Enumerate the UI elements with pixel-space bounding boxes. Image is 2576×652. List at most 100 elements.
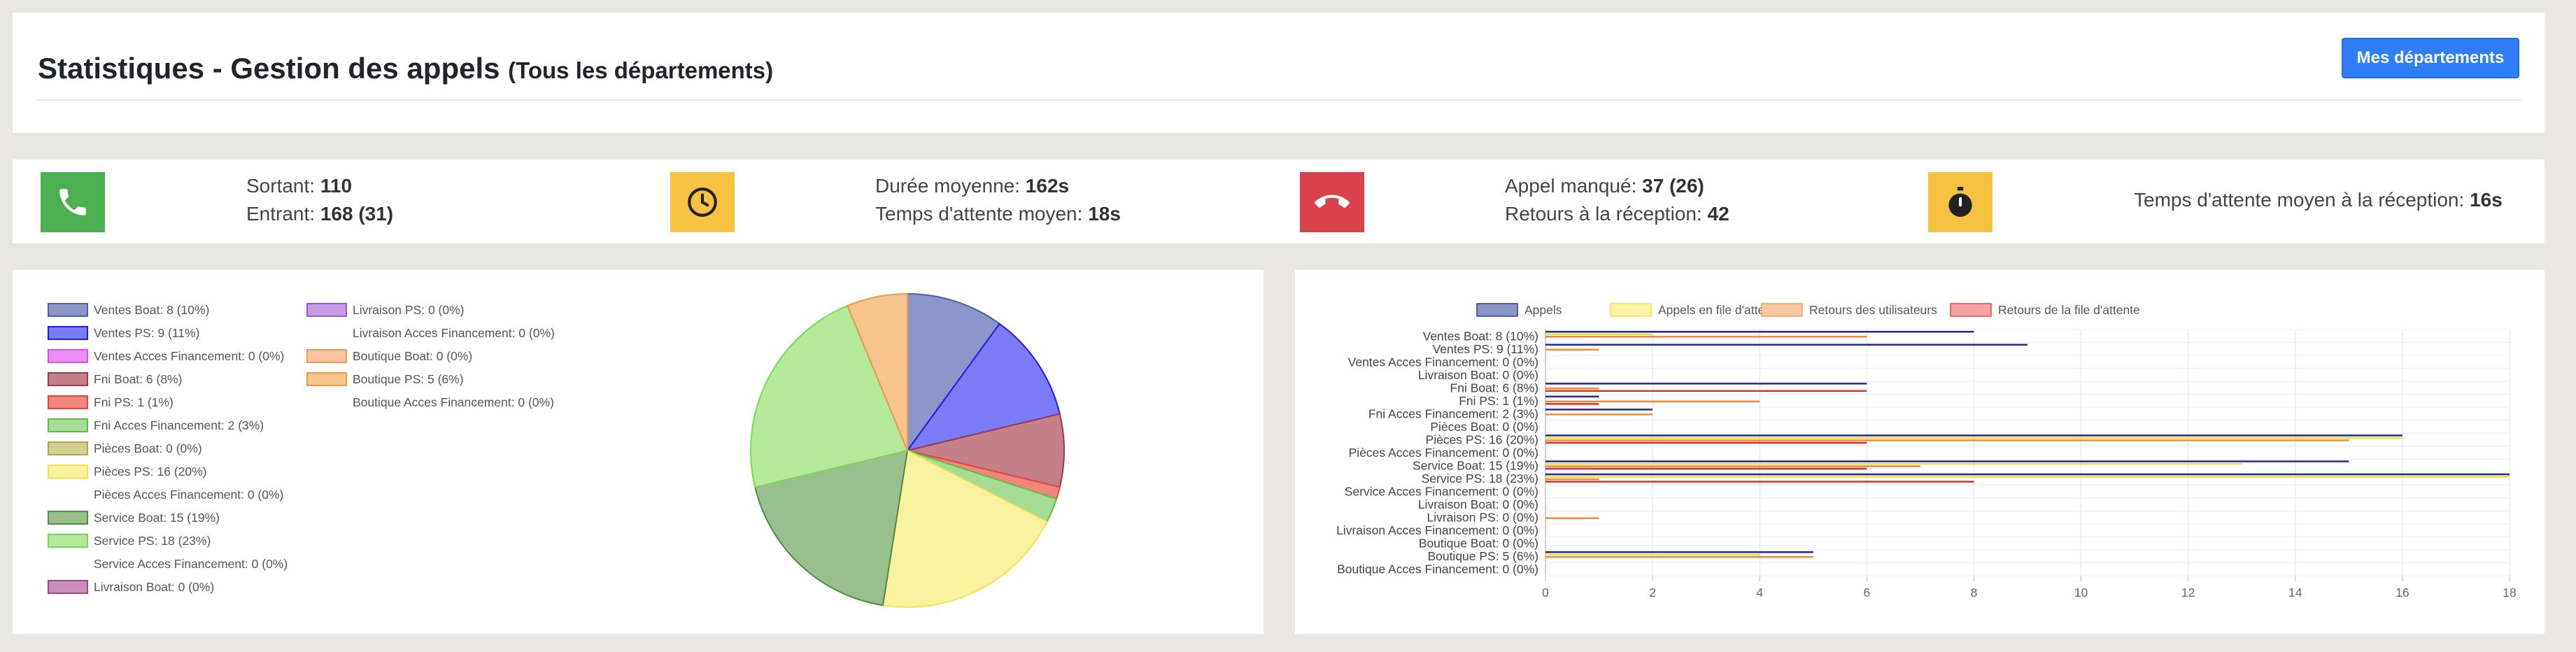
header-card: Statistiques - Gestion des appels (Tous … bbox=[13, 13, 2545, 133]
pie-legend-item[interactable]: Boutique Boat: 0 (0%) bbox=[306, 348, 472, 364]
y-category-label: Livraison PS: 0 (0%) bbox=[1427, 511, 1538, 525]
bar[interactable] bbox=[1545, 460, 2349, 462]
bar[interactable] bbox=[1545, 400, 1760, 403]
legend-label: Ventes PS: 9 (11%) bbox=[94, 325, 200, 340]
stat-reception-wait-value: 16s bbox=[2470, 189, 2503, 211]
pie-legend-item[interactable]: Fni Acces Financement: 2 (3%) bbox=[48, 418, 264, 433]
x-tick-label: 8 bbox=[1971, 586, 1978, 600]
my-departments-button[interactable]: Mes départements bbox=[2342, 38, 2519, 78]
pie-slice[interactable] bbox=[846, 292, 908, 451]
legend-label: Retours des utilisateurs bbox=[1809, 303, 1937, 317]
stat-outgoing: Sortant: 110 bbox=[246, 172, 352, 200]
stat-returns-label: Retours à la réception: bbox=[1505, 203, 1702, 225]
bar-legend-item[interactable]: Retours de la file d'attente bbox=[1950, 303, 2140, 317]
x-tick-label: 6 bbox=[1863, 586, 1870, 600]
pie-legend-item[interactable]: Pièces Acces Financement: 0 (0%) bbox=[48, 487, 283, 502]
pie-legend-item[interactable]: Service Boat: 15 (19%) bbox=[48, 510, 220, 525]
phone-icon bbox=[41, 172, 105, 232]
pie-legend-item[interactable]: Livraison Acces Financement: 0 (0%) bbox=[306, 325, 555, 341]
legend-label: Ventes Boat: 8 (10%) bbox=[94, 302, 210, 317]
y-category-label: Fni Acces Financement: 2 (3%) bbox=[1368, 406, 1538, 420]
legend-label: Livraison Acces Financement: 0 (0%) bbox=[353, 325, 555, 340]
bar[interactable] bbox=[1545, 555, 1813, 558]
bar[interactable] bbox=[1545, 465, 1920, 467]
bar[interactable] bbox=[1545, 478, 1599, 481]
bar[interactable] bbox=[1545, 333, 1653, 336]
stat-returns: Retours à la réception: 42 bbox=[1505, 200, 1729, 228]
stat-outgoing-label: Sortant: bbox=[246, 175, 316, 197]
pie-slice[interactable] bbox=[907, 292, 1001, 453]
pie-legend-item[interactable]: Boutique PS: 5 (6%) bbox=[306, 371, 464, 387]
bar[interactable] bbox=[1545, 395, 1599, 398]
bar[interactable] bbox=[1545, 481, 1974, 483]
pie-slice[interactable] bbox=[753, 449, 909, 607]
bar[interactable] bbox=[1545, 390, 1867, 392]
bar[interactable] bbox=[1545, 331, 1974, 333]
pie-legend-item[interactable]: Ventes Acces Financement: 0 (0%) bbox=[48, 348, 284, 364]
pie-legend-item[interactable]: Livraison Boat: 0 (0%) bbox=[48, 579, 214, 595]
stat-avg-wait-label: Temps d'attente moyen: bbox=[875, 203, 1083, 225]
y-category-label: Pièces Acces Financement: 0 (0%) bbox=[1349, 446, 1538, 460]
legend-label: Fni Boat: 6 (8%) bbox=[94, 371, 183, 386]
stopwatch-icon bbox=[1928, 172, 1993, 232]
phone-icon-glyph bbox=[59, 189, 86, 215]
bar-legend-item[interactable]: Appels en file d'attente bbox=[1610, 303, 1782, 317]
pie-slice[interactable] bbox=[882, 449, 1048, 608]
pie-slice[interactable] bbox=[905, 323, 1061, 452]
bar[interactable] bbox=[1545, 437, 2402, 439]
bar[interactable] bbox=[1545, 343, 2027, 346]
pie-legend-item[interactable]: Ventes PS: 9 (11%) bbox=[48, 325, 199, 341]
stat-reception-wait: Temps d'attente moyen à la réception: 16… bbox=[2134, 186, 2503, 214]
bar[interactable] bbox=[1545, 388, 1599, 390]
bar[interactable] bbox=[1545, 553, 1760, 555]
bar-legend-item[interactable]: Retours des utilisateurs bbox=[1761, 303, 1937, 317]
pie-slice[interactable] bbox=[907, 413, 1065, 488]
pie-legend-item[interactable]: Boutique Acces Financement: 0 (0%) bbox=[306, 395, 554, 410]
stat-missed-label: Appel manqué: bbox=[1505, 175, 1637, 197]
pie-legend-item[interactable]: Fni Boat: 6 (8%) bbox=[48, 371, 182, 387]
bar[interactable] bbox=[1545, 336, 1867, 338]
bar[interactable] bbox=[1545, 403, 1599, 405]
bar[interactable] bbox=[1545, 551, 1813, 553]
stat-avg-duration-value: 162s bbox=[1025, 175, 1070, 197]
clock-icon-glyph bbox=[688, 187, 717, 217]
bar[interactable] bbox=[1545, 441, 1867, 444]
stat-avg-wait-value: 18s bbox=[1088, 203, 1121, 225]
bar[interactable] bbox=[1545, 383, 1867, 385]
pie-legend-item[interactable]: Pièces PS: 16 (20%) bbox=[48, 464, 206, 479]
legend-label: Boutique Boat: 0 (0%) bbox=[353, 348, 473, 363]
legend-swatch bbox=[48, 534, 88, 548]
bar[interactable] bbox=[1545, 413, 1653, 416]
stat-avg-duration: Durée moyenne: 162s bbox=[875, 172, 1069, 200]
bar[interactable] bbox=[1545, 473, 2510, 476]
pie-legend-item[interactable]: Pièces Boat: 0 (0%) bbox=[48, 441, 202, 456]
y-category-label: Pièces PS: 16 (20%) bbox=[1426, 432, 1538, 446]
bar[interactable] bbox=[1545, 439, 2349, 441]
bar[interactable] bbox=[1545, 434, 2402, 437]
pie-slice[interactable] bbox=[907, 450, 1058, 523]
legend-swatch bbox=[306, 326, 347, 340]
legend-swatch bbox=[306, 349, 347, 363]
pie-slice[interactable] bbox=[907, 450, 1061, 500]
pie-legend-item[interactable]: Ventes Boat: 8 (10%) bbox=[48, 302, 209, 318]
pie-legend-item[interactable]: Livraison PS: 0 (0%) bbox=[306, 302, 465, 318]
pie-slice[interactable] bbox=[750, 304, 909, 488]
bar[interactable] bbox=[1545, 467, 1867, 470]
x-tick-label: 18 bbox=[2503, 586, 2516, 600]
pie-legend-item[interactable]: Service Acces Financement: 0 (0%) bbox=[48, 556, 288, 572]
bar[interactable] bbox=[1545, 462, 2242, 465]
pie-legend-item[interactable]: Fni PS: 1 (1%) bbox=[48, 395, 174, 410]
y-category-label: Livraison Acces Financement: 0 (0%) bbox=[1336, 523, 1538, 537]
legend-swatch bbox=[48, 395, 88, 409]
bar[interactable] bbox=[1545, 409, 1653, 411]
legend-swatch bbox=[48, 511, 88, 525]
bar[interactable] bbox=[1545, 348, 1599, 351]
legend-swatch bbox=[1610, 303, 1652, 317]
y-category-label: Livraison Boat: 0 (0%) bbox=[1418, 497, 1538, 511]
bar[interactable] bbox=[1545, 476, 2510, 478]
bar[interactable] bbox=[1545, 517, 1599, 519]
legend-swatch bbox=[48, 488, 88, 502]
x-tick-label: 0 bbox=[1542, 586, 1549, 600]
pie-legend-item[interactable]: Service PS: 18 (23%) bbox=[48, 533, 211, 548]
bar-legend-item[interactable]: Appels bbox=[1476, 303, 1562, 317]
